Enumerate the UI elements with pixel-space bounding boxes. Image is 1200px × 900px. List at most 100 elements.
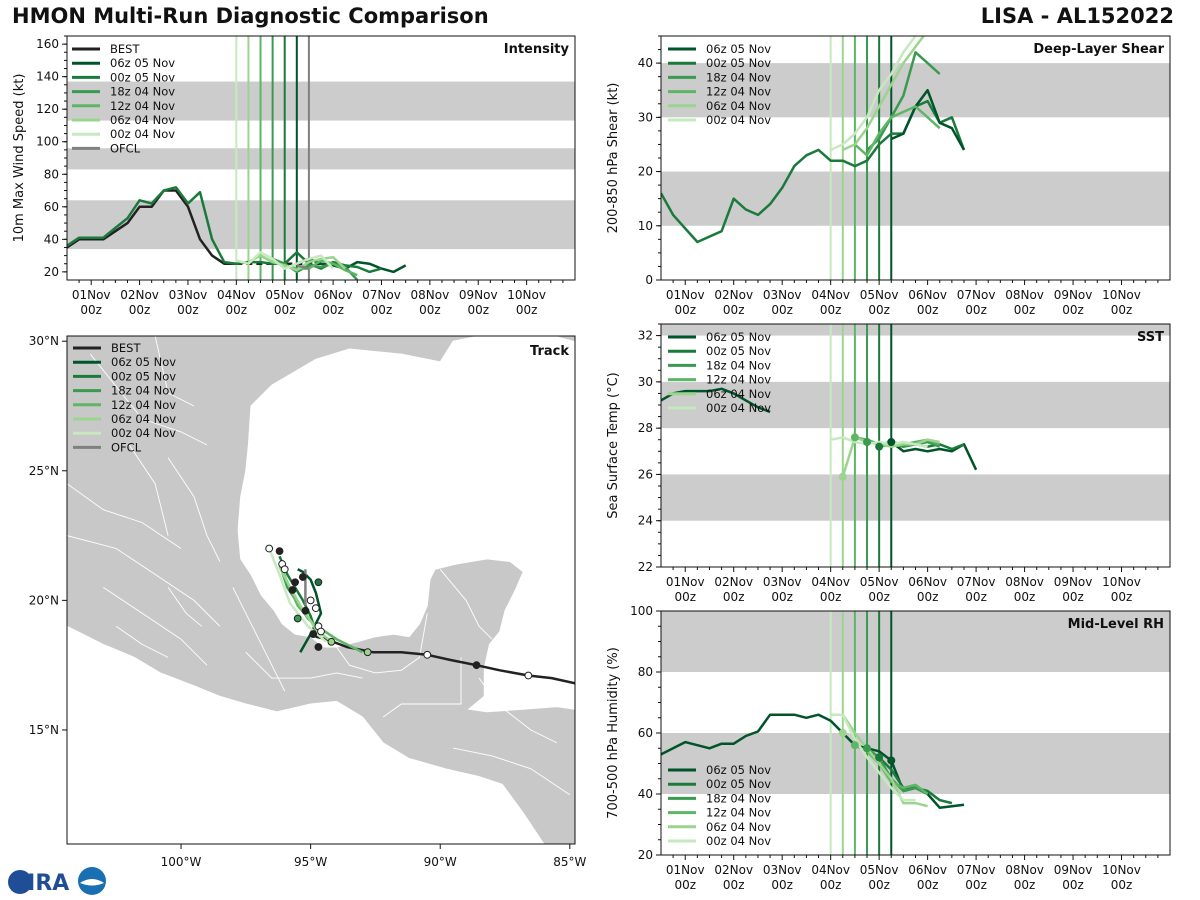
rh-marker [887,756,896,765]
rh-xtick-label: 07Nov [957,863,996,877]
intensity-ytick-label: 40 [44,232,59,246]
intensity-ytick-label: 100 [36,135,59,149]
state-border [167,587,203,627]
rh-ytick-label: 80 [638,665,653,679]
track-point [314,578,323,587]
intensity-xtick-label: 07Nov [362,288,401,302]
panel-shear: 01020304001Nov00z02Nov00z03Nov00z04Nov00… [606,35,1171,317]
intensity-series-line [296,264,310,270]
rh-xtick-sublabel: 00z [1014,878,1036,892]
track-legend-label: 00z 04 Nov [111,426,176,440]
intensity-series [67,186,407,280]
panel-rh: 2040608010001Nov00z02Nov00z03Nov00z04Nov… [606,604,1171,892]
track-point [293,614,302,623]
sst-band-0 [661,474,1170,521]
rh-xtick-sublabel: 00z [868,878,890,892]
track-xtick-label: 95°W [294,855,327,869]
sst-ylabel: Sea Surface Temp (°C) [606,372,621,519]
sst-ytick-label: 28 [638,421,653,435]
intensity-band-1 [67,148,575,170]
sst-xtick-label: 04Nov [811,575,850,589]
shear-xtick-label: 05Nov [860,288,899,302]
shear-xtick-label: 01Nov [666,288,705,302]
sst-legend-label: 00z 05 Nov [706,344,771,358]
shear-xtick-sublabel: 00z [771,303,793,317]
state-border [336,613,428,674]
rh-xtick-label: 06Nov [908,863,947,877]
sst-marker [838,472,847,481]
rh-marker [838,729,847,737]
track-point [275,547,284,556]
sst-xtick-sublabel: 00z [1111,590,1133,604]
sst-band-1 [661,381,1170,429]
intensity-legend-label: 12z 04 Nov [110,99,175,113]
shear-xtick-sublabel: 00z [1062,303,1084,317]
sst-marker [850,433,859,442]
rh-legend-label: 00z 05 Nov [706,777,771,791]
intensity-legend-label: 06z 04 Nov [110,113,175,127]
track-legend-label: BEST [111,341,141,355]
rh-legend-label: 18z 04 Nov [706,791,771,805]
intensity-xtick-label: 08Nov [411,288,450,302]
shear-xtick-label: 07Nov [957,288,996,302]
shear-ytick-label: 20 [638,165,653,179]
sst-ytick-label: 32 [638,329,653,343]
sst-series-line [830,436,928,448]
intensity-xtick-sublabel: 00z [371,303,393,317]
rh-series [661,713,965,809]
rh-xtick-sublabel: 00z [820,878,842,892]
rh-band-1 [661,611,1170,672]
shear-xtick-sublabel: 00z [723,303,745,317]
track-point [311,604,320,613]
sst-xtick-sublabel: 00z [965,590,987,604]
intensity-xtick-label: 02Nov [120,288,159,302]
shear-ytick-label: 30 [638,110,653,124]
intensity-legend-label: 00z 04 Nov [110,127,175,141]
intensity-xtick-sublabel: 00z [226,303,248,317]
sst-series [661,387,978,481]
land-cuba [570,548,575,552]
shear-legend-label: 06z 05 Nov [706,42,771,56]
track-point [288,586,297,594]
sst-series-line [661,387,771,414]
rh-xtick-label: 03Nov [763,863,802,877]
shear-ylabel: 200-850 hPa Shear (kt) [606,83,621,234]
rh-legend-label: 12z 04 Nov [706,806,771,820]
sst-xtick-label: 06Nov [908,575,947,589]
rh-xtick-label: 10Nov [1102,863,1141,877]
state-border [89,353,208,446]
track-point [423,650,432,659]
sst-xtick-sublabel: 00z [674,590,696,604]
track-point [314,643,323,651]
shear-legend-label: 00z 04 Nov [706,113,771,127]
rh-xtick-sublabel: 00z [674,878,696,892]
track-xtick-label: 85°W [553,855,586,869]
track-xtick-label: 100°W [161,855,202,869]
shear-xtick-sublabel: 00z [917,303,939,317]
track-ytick-label: 25°N [29,464,59,478]
sst-xtick-label: 03Nov [763,575,802,589]
track-ytick-label: 30°N [29,334,59,348]
rh-xtick-sublabel: 00z [917,878,939,892]
intensity-ylabel: 10m Max Wind Speed (kt) [12,74,27,243]
rh-title: Mid-Level RH [1068,617,1164,632]
intensity-xtick-sublabel: 00z [80,303,102,317]
shear-xtick-label: 02Nov [714,288,753,302]
intensity-xtick-label: 03Nov [169,288,208,302]
rh-xtick-label: 08Nov [1005,863,1044,877]
intensity-xtick-sublabel: 00z [322,303,344,317]
figure-title: HMON Multi-Run Diagnostic Comparison [12,4,489,28]
sst-xtick-sublabel: 00z [917,590,939,604]
intensity-xtick-label: 09Nov [459,288,498,302]
intensity-band-0 [67,200,575,250]
intensity-ytick-label: 120 [36,102,59,116]
shear-series-line [854,105,941,157]
state-border [103,587,208,666]
intensity-xtick-label: 04Nov [217,288,256,302]
track-point [317,627,325,636]
intensity-xtick-sublabel: 00z [467,303,489,317]
sst-marker [863,438,872,447]
rh-series-line [661,713,832,756]
sst-xtick-label: 02Nov [714,575,753,589]
